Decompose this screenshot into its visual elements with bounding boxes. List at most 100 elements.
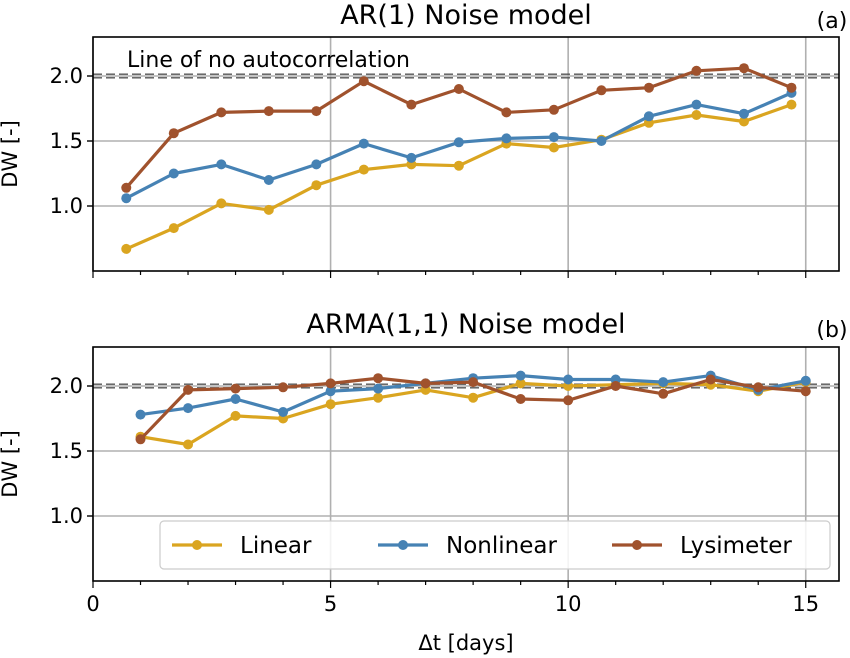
panel-ar1: 1.0 1.5 2.0 <box>50 36 840 278</box>
data-point-lysimeter <box>373 373 384 384</box>
y-axis-label-ar1: DW [-] <box>0 120 22 188</box>
data-point-lysimeter <box>230 383 241 394</box>
legend: Linear Nonlinear Lysimeter <box>159 520 831 570</box>
data-point-nonlinear <box>548 132 559 143</box>
data-point-nonlinear <box>406 152 417 163</box>
data-point-linear <box>121 243 132 254</box>
x-tick-label: 5 <box>324 592 337 616</box>
data-point-nonlinear <box>121 193 132 204</box>
data-point-nonlinear <box>278 407 289 417</box>
data-point-lysimeter <box>705 374 716 385</box>
data-point-linear <box>691 110 702 120</box>
legend-label-lysimeter: Lysimeter <box>680 533 792 559</box>
y-axis-label-arma11: DW [-] <box>0 430 22 498</box>
data-point-lysimeter <box>610 381 621 391</box>
data-point-lysimeter <box>596 85 607 96</box>
data-point-lysimeter <box>263 106 274 117</box>
data-point-lysimeter <box>453 84 464 94</box>
data-point-nonlinear <box>325 386 336 397</box>
data-point-nonlinear <box>515 370 526 381</box>
data-point-linear <box>216 198 227 209</box>
data-point-linear <box>453 160 464 171</box>
data-point-lysimeter <box>515 394 526 404</box>
data-point-lysimeter <box>135 434 146 445</box>
data-point-nonlinear <box>501 133 512 144</box>
data-point-lysimeter <box>168 128 179 139</box>
data-point-lysimeter <box>658 388 669 399</box>
panel-label-b: (b) <box>816 318 847 343</box>
data-point-nonlinear <box>658 377 669 388</box>
y-tick-label: 2.0 <box>50 64 83 88</box>
y-tick-label: 2.0 <box>50 374 83 398</box>
x-tick-label: 15 <box>792 592 819 616</box>
data-point-linear <box>738 116 749 127</box>
chart-title-arma11: ARMA(1,1) Noise model <box>306 309 625 340</box>
data-point-nonlinear <box>738 108 749 119</box>
data-point-linear <box>311 180 322 191</box>
data-point-lysimeter <box>753 382 764 393</box>
chart-title-ar1: AR(1) Noise model <box>340 0 592 31</box>
data-point-linear <box>468 392 479 403</box>
y-tick-label: 1.5 <box>50 439 83 463</box>
series-line-linear <box>140 380 807 447</box>
data-point-nonlinear <box>643 111 654 122</box>
data-point-lysimeter <box>548 104 559 115</box>
data-point-nonlinear <box>453 137 464 148</box>
data-point-lysimeter <box>468 377 479 388</box>
plot-frame <box>92 36 840 272</box>
data-point-nonlinear <box>168 168 179 179</box>
data-point-lysimeter <box>643 82 654 93</box>
legend-marker-nonlinear <box>398 540 408 550</box>
x-tick-label: 0 <box>86 592 99 616</box>
data-point-nonlinear <box>691 99 702 110</box>
data-point-linear <box>263 204 274 215</box>
x-axis-label: Δt [days] <box>418 631 513 655</box>
data-point-nonlinear <box>216 159 227 170</box>
data-point-nonlinear <box>183 403 194 414</box>
data-point-lysimeter <box>406 99 417 110</box>
data-point-nonlinear <box>596 136 607 146</box>
legend-marker-linear <box>192 540 202 550</box>
data-point-lysimeter <box>216 107 227 118</box>
series-line-linear <box>125 103 793 251</box>
legend-marker-lysimeter <box>632 540 642 550</box>
data-point-lysimeter <box>786 82 797 93</box>
data-point-lysimeter <box>358 76 369 87</box>
data-point-linear <box>548 142 559 153</box>
data-point-nonlinear <box>563 374 574 385</box>
data-point-lysimeter <box>501 107 512 118</box>
data-point-nonlinear <box>800 375 811 386</box>
legend-label-nonlinear: Nonlinear <box>446 533 557 559</box>
data-point-linear <box>786 99 797 110</box>
data-point-lysimeter <box>563 395 574 406</box>
data-point-linear <box>373 392 384 403</box>
panel-label-a: (a) <box>817 9 848 34</box>
data-point-lysimeter <box>311 106 322 117</box>
data-point-linear <box>325 399 336 410</box>
data-point-nonlinear <box>358 138 369 149</box>
data-point-linear <box>230 410 241 421</box>
data-point-lysimeter <box>800 386 811 397</box>
y-tick-label: 1.0 <box>50 194 83 218</box>
data-point-linear <box>183 439 194 450</box>
data-point-lysimeter <box>738 63 749 74</box>
data-point-linear <box>168 223 179 234</box>
data-point-nonlinear <box>135 409 146 420</box>
data-point-lysimeter <box>278 382 289 393</box>
data-point-nonlinear <box>263 175 274 185</box>
reference-line-annotation: Line of no autocorrelation <box>127 48 410 73</box>
data-point-linear <box>358 164 369 175</box>
x-tick-label: 10 <box>555 592 582 616</box>
data-point-lysimeter <box>691 65 702 76</box>
data-point-nonlinear <box>311 159 322 170</box>
data-point-nonlinear <box>373 383 384 394</box>
y-tick-label: 1.5 <box>50 129 83 153</box>
panel-arma11: 1.0 1.5 2.0 0 5 10 15 Linear Nonlinear Lysimeter <box>50 346 840 616</box>
data-point-lysimeter <box>420 378 431 389</box>
legend-box <box>159 520 831 570</box>
data-point-lysimeter <box>183 384 194 395</box>
data-point-nonlinear <box>230 394 241 404</box>
data-point-linear <box>515 378 526 389</box>
legend-label-linear: Linear <box>240 533 312 559</box>
